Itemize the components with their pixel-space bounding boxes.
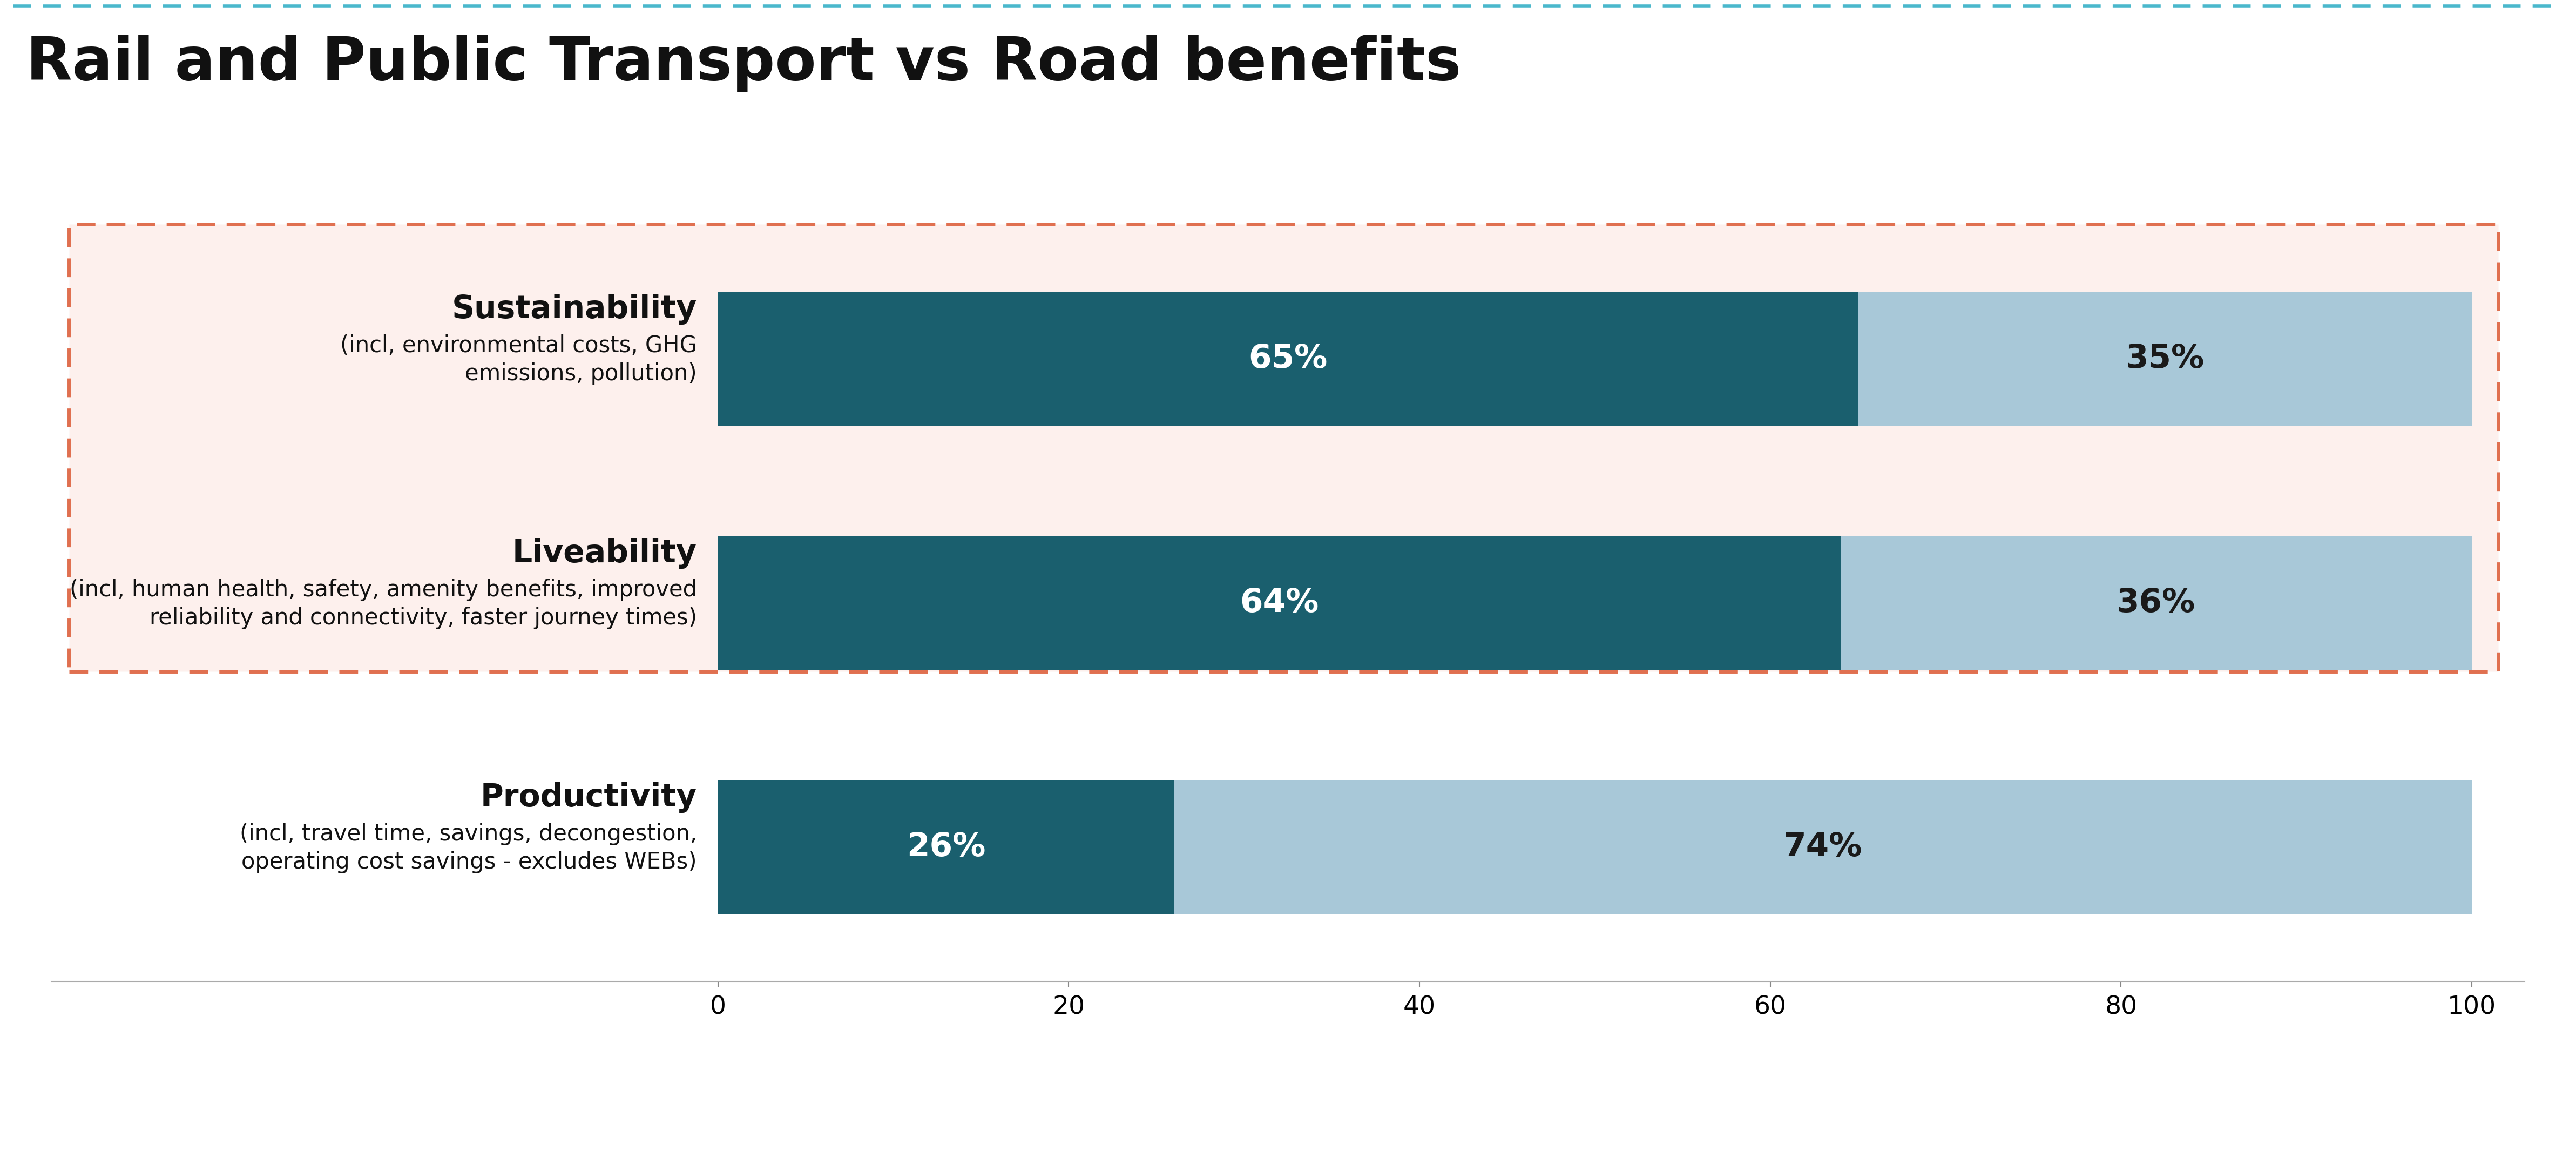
Text: 35%: 35% bbox=[2125, 342, 2205, 375]
Text: Productivity: Productivity bbox=[479, 782, 698, 813]
Bar bbox=[719, 292, 1857, 426]
Text: Rail and Public Transport vs Road benefits: Rail and Public Transport vs Road benefi… bbox=[26, 35, 1461, 93]
Text: (incl, human health, safety, amenity benefits, improved
reliability and connecti: (incl, human health, safety, amenity ben… bbox=[70, 578, 698, 629]
Bar bbox=[70, 224, 2499, 671]
Text: (incl, travel time, savings, decongestion,
operating cost savings - excludes WEB: (incl, travel time, savings, decongestio… bbox=[240, 823, 698, 874]
Text: Sustainability: Sustainability bbox=[451, 294, 698, 324]
Text: 74%: 74% bbox=[1783, 831, 1862, 863]
Bar bbox=[1839, 536, 2473, 670]
Bar bbox=[1857, 292, 2473, 426]
Text: 64%: 64% bbox=[1239, 587, 1319, 619]
Bar bbox=[719, 536, 1839, 670]
Text: 26%: 26% bbox=[907, 831, 987, 863]
Bar bbox=[719, 780, 1175, 914]
Bar bbox=[1175, 780, 2473, 914]
Text: 65%: 65% bbox=[1249, 342, 1327, 375]
Text: 36%: 36% bbox=[2117, 587, 2195, 619]
Text: (incl, environmental costs, GHG
emissions, pollution): (incl, environmental costs, GHG emission… bbox=[340, 334, 698, 385]
Text: Liveability: Liveability bbox=[513, 538, 698, 569]
